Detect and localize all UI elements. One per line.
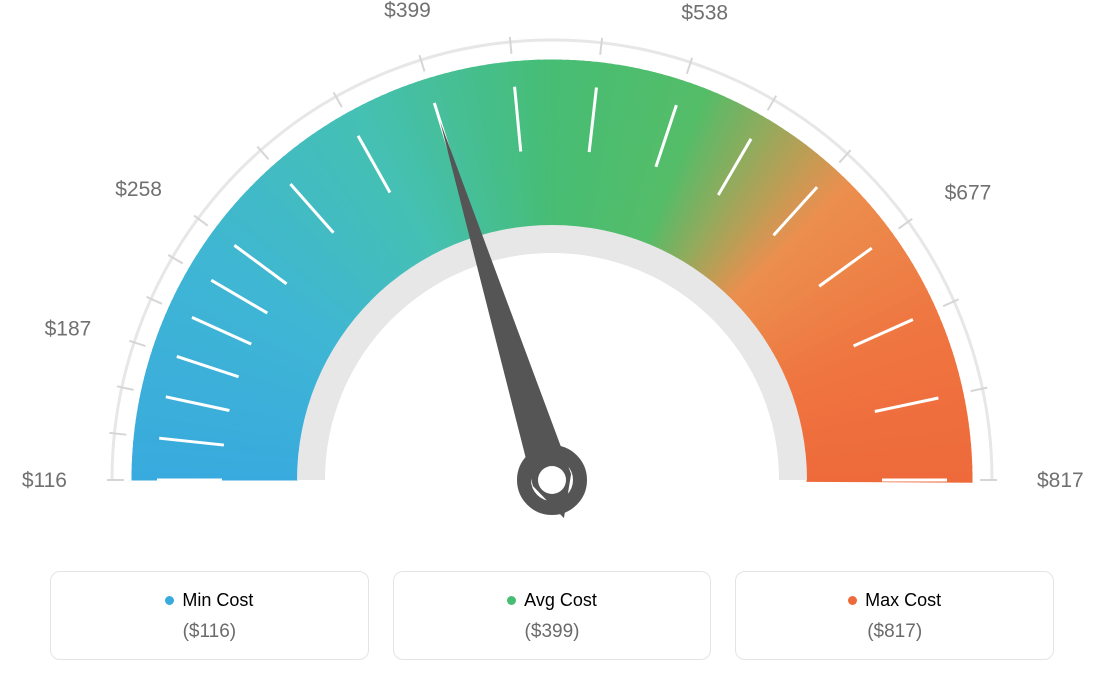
gauge-tick-label: $116 bbox=[22, 469, 67, 492]
gauge-tick-label: $538 bbox=[681, 2, 728, 25]
legend-title-label-min: Min Cost bbox=[182, 590, 253, 611]
legend-dot-min bbox=[165, 596, 174, 605]
legend-title-avg: Avg Cost bbox=[507, 590, 597, 611]
gauge-container: $116 $187 $258 $399 $538 $677 $817 bbox=[0, 0, 1104, 560]
legend-title-label-max: Max Cost bbox=[865, 590, 941, 611]
legend-title-min: Min Cost bbox=[165, 590, 253, 611]
cost-gauge-chart: $116 $187 $258 $399 $538 $677 $817 bbox=[0, 0, 1104, 560]
gauge-tick-label: $677 bbox=[945, 181, 992, 204]
legend-value-min: ($116) bbox=[63, 621, 356, 643]
legend-value-max: ($817) bbox=[748, 621, 1041, 643]
legend-dot-avg bbox=[507, 596, 516, 605]
gauge-tick-label: $817 bbox=[1037, 469, 1084, 492]
legend-title-label-avg: Avg Cost bbox=[524, 590, 597, 611]
legend-title-max: Max Cost bbox=[848, 590, 941, 611]
legend-card-min: Min Cost ($116) bbox=[50, 571, 369, 660]
gauge-tick-label: $258 bbox=[115, 178, 162, 201]
legend-dot-max bbox=[848, 596, 857, 605]
legend-card-avg: Avg Cost ($399) bbox=[393, 571, 712, 660]
legend-card-max: Max Cost ($817) bbox=[735, 571, 1054, 660]
legend-row: Min Cost ($116) Avg Cost ($399) Max Cost… bbox=[0, 571, 1104, 660]
gauge-tick-label: $187 bbox=[45, 317, 92, 340]
legend-value-avg: ($399) bbox=[406, 621, 699, 643]
gauge-tick-label: $399 bbox=[384, 0, 431, 22]
gauge-needle-hub-inner bbox=[538, 466, 566, 494]
